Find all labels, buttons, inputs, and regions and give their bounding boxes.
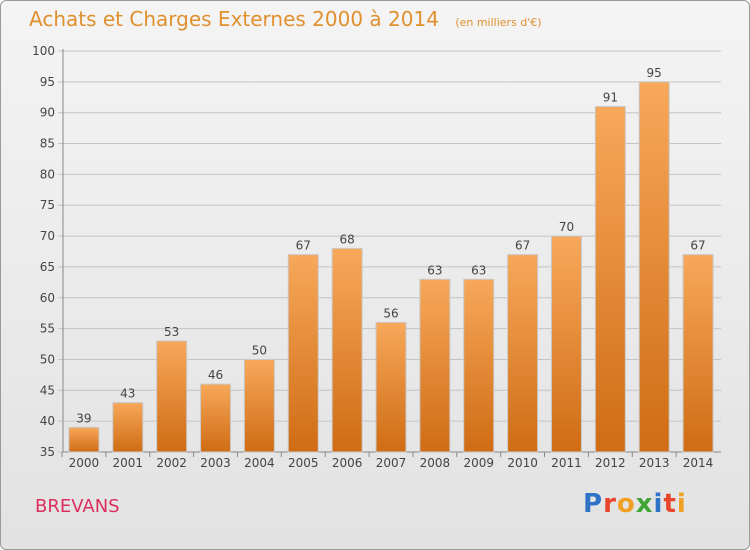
logo-letter: P — [583, 489, 604, 519]
chart-title: Achats et Charges Externes 2000 à 2014 — [29, 7, 439, 31]
data-label: 70 — [559, 220, 574, 234]
y-tick-label: 80 — [40, 167, 55, 181]
chart-subtitle: (en milliers d'€) — [455, 16, 542, 29]
x-tick-label: 2000 — [69, 456, 100, 470]
y-tick-label: 60 — [40, 291, 55, 305]
x-tick-label: 2006 — [332, 456, 363, 470]
bar — [156, 340, 188, 453]
y-tick-label: 90 — [40, 106, 55, 120]
y-tick-label: 35 — [40, 445, 55, 459]
data-label: 63 — [471, 263, 486, 277]
y-tick-label: 55 — [40, 322, 55, 336]
x-tick-label: 2007 — [376, 456, 407, 470]
bar — [594, 106, 626, 453]
data-label: 68 — [339, 232, 354, 246]
bar — [287, 254, 319, 453]
proxiti-logo: Proxiti — [583, 489, 687, 519]
x-tick-label: 2009 — [463, 456, 494, 470]
data-label: 56 — [383, 306, 398, 320]
y-tick-label: 65 — [40, 260, 55, 274]
chart-title-block: Achats et Charges Externes 2000 à 2014 (… — [29, 7, 542, 31]
data-labels: 39 43 53 46 50 67 68 56 63 63 67 70 91 95 67 — [76, 66, 705, 425]
x-tick-label: 2001 — [113, 456, 144, 470]
x-tick-label: 2013 — [639, 456, 670, 470]
logo-letter: o — [616, 489, 636, 519]
bar — [682, 254, 714, 453]
x-tick-label: 2014 — [683, 456, 714, 470]
bar — [463, 278, 495, 453]
y-tick-label: 50 — [40, 352, 55, 366]
data-label: 63 — [427, 263, 442, 277]
x-tick-label: 2010 — [507, 456, 538, 470]
data-label: 39 — [76, 411, 91, 425]
bar — [68, 426, 100, 453]
x-tick-label: 2002 — [156, 456, 187, 470]
data-label: 67 — [690, 239, 705, 253]
data-label: 46 — [208, 368, 223, 382]
y-tick-label: 95 — [40, 75, 55, 89]
city-name: BREVANS — [35, 496, 120, 517]
bar — [331, 247, 363, 453]
bar — [638, 81, 670, 453]
y-tick-label: 70 — [40, 229, 55, 243]
logo-letter: i — [676, 489, 687, 519]
bar — [419, 278, 451, 453]
data-label: 53 — [164, 325, 179, 339]
data-label: 67 — [296, 239, 311, 253]
x-tick-label: 2004 — [244, 456, 275, 470]
bar — [112, 402, 144, 453]
logo-letter: r — [603, 489, 617, 519]
y-tick-label: 85 — [40, 137, 55, 151]
x-tick-label: 2005 — [288, 456, 319, 470]
data-label: 67 — [515, 239, 530, 253]
bar — [550, 235, 582, 453]
data-label: 91 — [603, 91, 618, 105]
logo-letter: i — [653, 489, 664, 519]
y-tick-label: 45 — [40, 383, 55, 397]
bar — [507, 254, 539, 453]
y-tick-label: 75 — [40, 198, 55, 212]
data-label: 50 — [252, 343, 267, 357]
logo-letter: x — [635, 489, 654, 519]
bar — [200, 383, 232, 453]
logo-letter: t — [663, 489, 677, 519]
x-tick-label: 2012 — [595, 456, 626, 470]
bar — [375, 321, 407, 453]
data-label: 95 — [647, 66, 662, 80]
data-label: 43 — [120, 387, 135, 401]
bar — [243, 358, 275, 453]
y-tick-label: 100 — [32, 44, 55, 58]
x-tick-label: 2003 — [200, 456, 231, 470]
bars — [68, 81, 714, 453]
x-tick-label: 2011 — [551, 456, 582, 470]
x-tick-label: 2008 — [420, 456, 451, 470]
axes: 35 40 45 50 55 60 65 70 75 80 85 90 95 100 2000 2001 200… — [32, 44, 721, 470]
y-tick-label: 40 — [40, 414, 55, 428]
